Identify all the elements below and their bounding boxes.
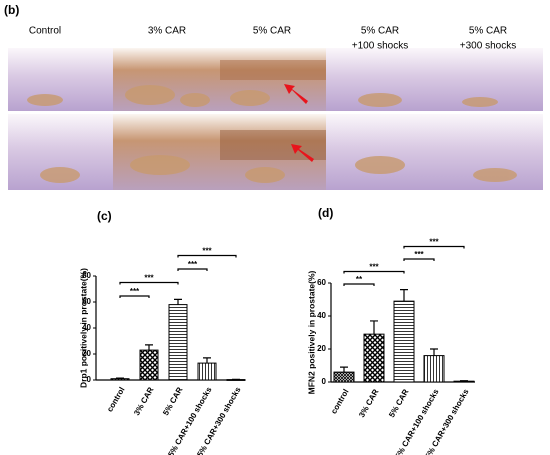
significance-label: *** [369,263,379,272]
significance-label: *** [414,250,424,259]
x-tick-label: control [329,388,350,416]
error-bar [116,377,124,379]
significance-bracket [119,281,179,285]
significance-bracket [403,245,465,249]
panel-label: (d) [318,206,333,220]
significance-label: *** [202,247,212,256]
bar [333,371,355,383]
bar [423,355,445,383]
error-bar [430,348,438,356]
error-bar [145,344,153,351]
y-tick-label: 0 [322,377,327,386]
bar [363,333,385,383]
column-label: 5% CAR [253,26,291,37]
column-label: +300 shocks [460,41,516,52]
x-tick-label: control [105,386,126,414]
significance-label: *** [130,287,140,296]
x-tick-label: 3% CAR [357,387,380,419]
y-tick-label: 20 [317,344,326,353]
significance-bracket [119,295,150,298]
error-bar [370,320,378,335]
bar [197,362,217,381]
significance-bracket [403,258,435,261]
y-axis-label: MFN2 positively in prostate(%) [306,270,316,394]
column-label: 3% CAR [148,26,186,37]
significance-bracket [177,268,208,271]
error-bar [174,298,182,305]
panel-label: (c) [97,209,112,223]
significance-label: *** [188,260,198,269]
y-tick-label: 60 [317,278,326,287]
y-tick-label: 60 [82,297,91,306]
y-tick-label: 0 [87,375,92,384]
bar [393,300,415,383]
significance-label: *** [429,238,439,247]
y-axis-label: Drp1 positively in prostate(%) [78,268,88,388]
significance-bracket [343,283,375,286]
bar [139,349,159,381]
panel-label: (b) [4,3,19,17]
significance-label: *** [144,274,154,283]
x-tick-label: 3% CAR [132,385,155,417]
column-label: 5% CAR [361,26,399,37]
significance-bracket [343,270,405,274]
bar [453,380,475,383]
error-bar [400,289,408,302]
x-tick-label: 5% CAR [387,387,410,419]
error-bar [340,366,348,373]
bar [110,378,130,381]
bar [168,304,188,381]
y-tick-label: 40 [82,323,91,332]
y-tick-label: 40 [317,311,326,320]
error-bar [203,357,211,364]
column-label: Control [29,26,61,37]
y-tick-label: 80 [82,271,91,280]
x-tick-label: 5% CAR [161,385,184,417]
significance-label: ** [356,275,363,284]
significance-bracket [177,254,237,258]
column-label: +100 shocks [352,41,408,52]
micrographs [8,48,543,190]
column-label: 5% CAR [469,26,507,37]
y-tick-label: 20 [82,349,91,358]
